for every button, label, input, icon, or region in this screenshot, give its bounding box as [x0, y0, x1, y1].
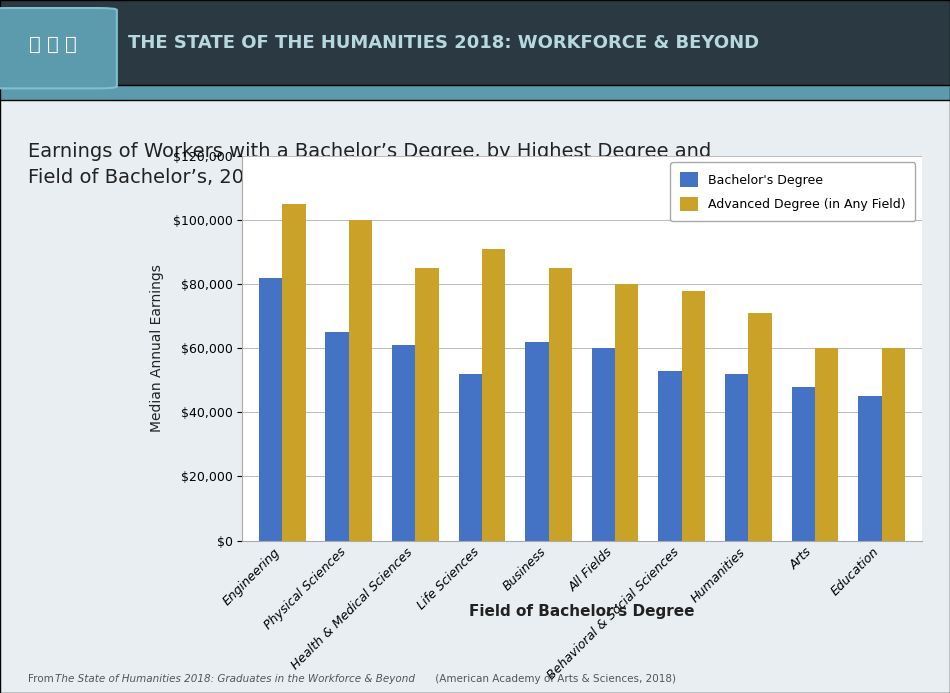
Bar — [882, 348, 904, 541]
Text: The State of Humanities 2018: Graduates in the Workforce & Beyond: The State of Humanities 2018: Graduates … — [55, 674, 415, 684]
Bar — [548, 268, 572, 541]
Bar — [815, 348, 838, 541]
Text: THE STATE OF THE HUMANITIES 2018: WORKFORCE & BEYOND: THE STATE OF THE HUMANITIES 2018: WORKFO… — [128, 34, 759, 52]
Text: Earnings of Workers with a Bachelor’s Degree, by Highest Degree and
Field of Bac: Earnings of Workers with a Bachelor’s De… — [28, 142, 712, 188]
Bar — [616, 284, 638, 541]
Text: Field of Bachelor's Degree: Field of Bachelor's Degree — [468, 604, 694, 619]
Bar — [349, 220, 372, 541]
Bar — [326, 332, 349, 541]
Bar — [791, 387, 815, 541]
Bar — [682, 290, 705, 541]
Legend: Bachelor's Degree, Advanced Degree (in Any Field): Bachelor's Degree, Advanced Degree (in A… — [670, 162, 915, 221]
Bar — [282, 204, 306, 541]
Bar — [259, 278, 282, 541]
Bar — [525, 342, 548, 541]
Bar — [482, 249, 505, 541]
Bar — [658, 371, 682, 541]
Bar — [749, 313, 771, 541]
Text: From: From — [28, 674, 58, 684]
Y-axis label: Median Annual Earnings: Median Annual Earnings — [150, 264, 164, 432]
Bar — [592, 348, 616, 541]
Bar — [459, 374, 482, 541]
Text: ⛹ ⛹ ⛹: ⛹ ⛹ ⛹ — [29, 35, 77, 54]
Bar — [415, 268, 439, 541]
FancyBboxPatch shape — [0, 100, 950, 693]
Bar — [392, 345, 415, 541]
Bar — [725, 374, 749, 541]
Text: (American Academy of Arts & Sciences, 2018): (American Academy of Arts & Sciences, 20… — [432, 674, 676, 684]
FancyBboxPatch shape — [0, 8, 117, 89]
Bar — [858, 396, 882, 541]
FancyBboxPatch shape — [0, 0, 950, 100]
FancyBboxPatch shape — [0, 85, 950, 100]
